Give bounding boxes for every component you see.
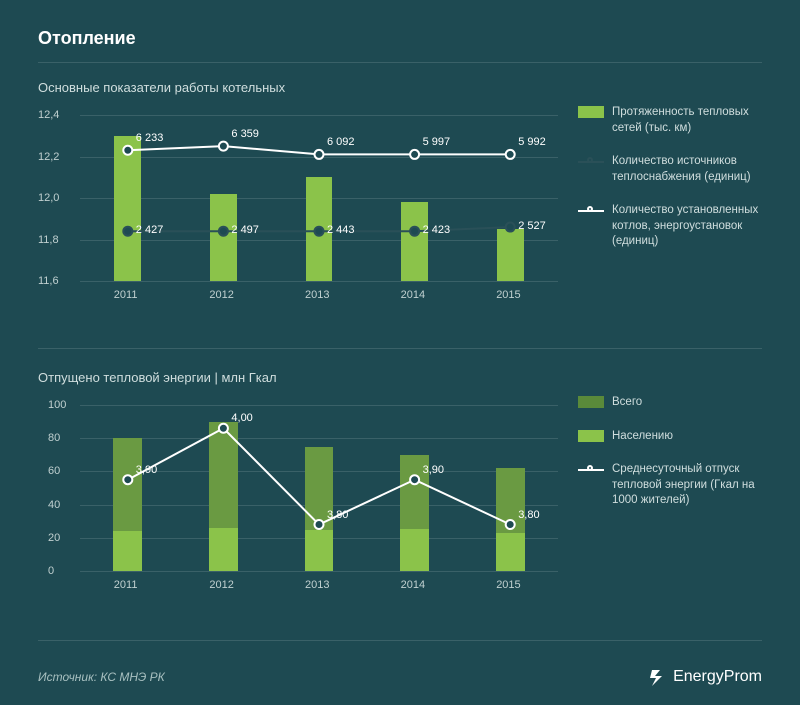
chart2-plot: 020406080100201120122013201420153,904,00… xyxy=(38,395,558,595)
data-label: 3,80 xyxy=(327,509,348,521)
data-label: 6 359 xyxy=(231,128,259,140)
legend-label: Среднесуточный отпуск тепловой энергии (… xyxy=(612,462,762,509)
chart2-subtitle: Отпущено тепловой энергии | млн Гкал xyxy=(38,370,762,385)
legend-label: Протяженность тепловых сетей (тыс. км) xyxy=(612,105,762,136)
legend-item: Населению xyxy=(578,429,762,445)
data-label: 3,80 xyxy=(518,509,539,521)
data-label: 6 233 xyxy=(136,132,164,144)
logo-icon xyxy=(647,667,667,687)
footer: Источник: КС МНЭ РК EnergyProm xyxy=(38,667,762,687)
divider-bottom xyxy=(38,640,762,641)
page-title: Отопление xyxy=(38,28,136,49)
legend-item: Количество источников теплоснабжения (ед… xyxy=(578,154,762,185)
source-text: Источник: КС МНЭ РК xyxy=(38,670,165,684)
legend-swatch xyxy=(578,396,604,408)
data-label: 2 427 xyxy=(136,224,164,236)
legend-label: Количество установленных котлов, энергоу… xyxy=(612,203,762,250)
data-label: 5 992 xyxy=(518,136,546,148)
chart1-lines xyxy=(38,105,558,305)
chart2-legend: Всего Населению Среднесуточный отпуск тепл… xyxy=(558,395,762,595)
chart1-legend: Протяженность тепловых сетей (тыс. км) Ко… xyxy=(558,105,762,305)
legend-item: Протяженность тепловых сетей (тыс. км) xyxy=(578,105,762,136)
data-label: 2 527 xyxy=(518,220,546,232)
legend-swatch xyxy=(578,204,604,218)
chart-boilers: Основные показатели работы котельных 11,… xyxy=(38,80,762,305)
data-label: 3,90 xyxy=(136,464,157,476)
brand-logo: EnergyProm xyxy=(647,667,762,687)
chart1-subtitle: Основные показатели работы котельных xyxy=(38,80,762,95)
legend-swatch xyxy=(578,106,604,118)
legend-label: Количество источников теплоснабжения (ед… xyxy=(612,154,762,185)
legend-swatch xyxy=(578,463,604,477)
data-label: 2 423 xyxy=(423,224,451,236)
legend-item: Среднесуточный отпуск тепловой энергии (… xyxy=(578,462,762,509)
legend-item: Количество установленных котлов, энергоу… xyxy=(578,203,762,250)
data-label: 3,90 xyxy=(423,464,444,476)
brand-name: EnergyProm xyxy=(673,668,762,686)
legend-swatch xyxy=(578,430,604,442)
legend-label: Всего xyxy=(612,395,642,411)
data-label: 6 092 xyxy=(327,136,355,148)
legend-swatch xyxy=(578,155,604,169)
chart-energy: Отпущено тепловой энергии | млн Гкал 020… xyxy=(38,370,762,595)
chart2-lines xyxy=(38,395,558,595)
divider-top xyxy=(38,62,762,63)
data-label: 5 997 xyxy=(423,136,451,148)
data-label: 2 443 xyxy=(327,224,355,236)
divider-mid xyxy=(38,348,762,349)
chart1-plot: 11,611,812,012,212,420112012201320142015… xyxy=(38,105,558,305)
data-label: 2 497 xyxy=(231,224,259,236)
legend-label: Населению xyxy=(612,429,673,445)
data-label: 4,00 xyxy=(231,412,252,424)
legend-item: Всего xyxy=(578,395,762,411)
